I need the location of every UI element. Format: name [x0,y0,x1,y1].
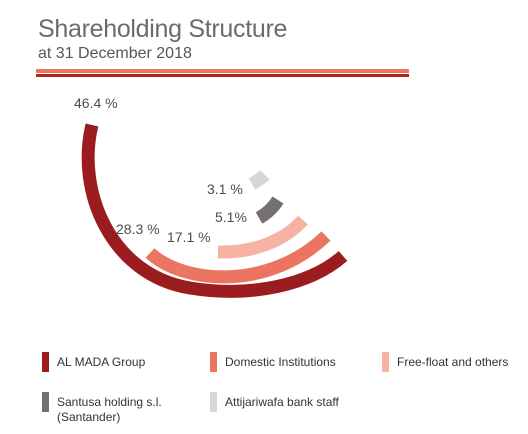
legend-item: Attijariwafa bank staff [210,392,339,412]
legend-label: Santusa holding s.l. (Santander) [57,395,162,424]
arc-al-mada-group [81,123,348,298]
legend-label: Domestic Institutions [225,355,336,369]
title-rule-top [36,69,409,73]
page-title: Shareholding Structure [38,15,288,43]
title-rule-bottom [36,74,409,77]
legend-swatch [210,392,217,412]
arc-free-float-and-others [217,215,308,259]
legend-label: AL MADA Group [57,355,146,369]
data-label-4: 3.1 % [207,181,243,197]
legend-label: Free-float and others [397,355,509,369]
legend-item: Free-float and others [382,352,508,372]
arc-domestic-institutions [145,231,331,284]
legend-item: Domestic Institutions [210,352,336,372]
legend-swatch [42,352,49,372]
data-label-0: 46.4 % [74,95,118,111]
legend-item: Santusa holding s.l. (Santander) [42,392,162,425]
arc-attijariwafa-bank-staff [248,170,270,190]
legend-label: Attijariwafa bank staff [225,395,339,409]
data-label-3: 5.1% [215,209,247,225]
legend-swatch [42,392,49,412]
legend-swatch [210,352,217,372]
legend-swatch [382,352,389,372]
data-label-1: 28.3 % [116,221,160,237]
data-label-2: 17.1 % [167,229,211,245]
arc-santusa-holding-s-l [255,196,284,224]
page-subtitle: at 31 December 2018 [38,45,192,62]
legend-item: AL MADA Group [42,352,145,372]
